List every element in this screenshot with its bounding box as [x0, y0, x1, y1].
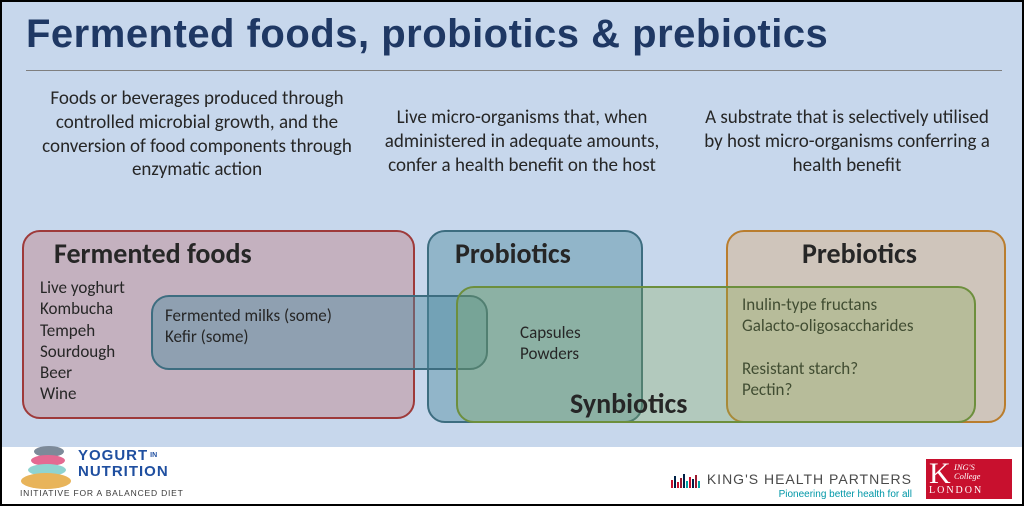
khp-bars-icon [671, 472, 701, 488]
overlap-items: Fermented milks (some)Kefir (some) [165, 305, 332, 348]
column-desc: Live micro-organisms that, when administ… [372, 106, 672, 177]
yogurt-logo-tagline: INITIATIVE FOR A BALANCED DIET [20, 488, 184, 498]
overlap-label: Synbiotics [570, 386, 687, 421]
category-items: Live yoghurtKombuchaTempehSourdoughBeerW… [40, 277, 125, 405]
yogurt-logo-in: IN [150, 452, 157, 459]
column-desc: Foods or beverages produced through cont… [32, 87, 362, 182]
overlap-items: CapsulesPowders [520, 322, 581, 365]
yogurt-logo-line2: NUTRITION [78, 463, 169, 480]
khp-sub: Pioneering better health for all [671, 489, 912, 500]
kings-health-partners-logo: KING'S HEALTH PARTNERS Pioneering better… [671, 471, 912, 500]
category-label: Prebiotics [802, 236, 917, 271]
yogurt-logo-line1: YOGURT [78, 447, 148, 464]
slide-title: Fermented foods, probiotics & prebiotics [26, 12, 828, 57]
yogurt-nutrition-logo: YOGURTIN NUTRITION INITIATIVE FOR A BALA… [20, 446, 205, 502]
khp-name: KING'S HEALTH PARTNERS [707, 471, 912, 487]
category-label: Probiotics [455, 236, 571, 271]
title-underline [26, 70, 1002, 71]
footer-bar: YOGURTIN NUTRITION INITIATIVE FOR A BALA… [2, 447, 1022, 504]
kcl-txt: ING'SCollege [954, 463, 980, 482]
category-label: Fermented foods [54, 236, 252, 271]
kings-college-london-logo: K ING'SCollege LONDON [926, 459, 1012, 499]
column-desc: A substrate that is selectively utilised… [697, 106, 997, 177]
kcl-london: LONDON [929, 485, 983, 496]
